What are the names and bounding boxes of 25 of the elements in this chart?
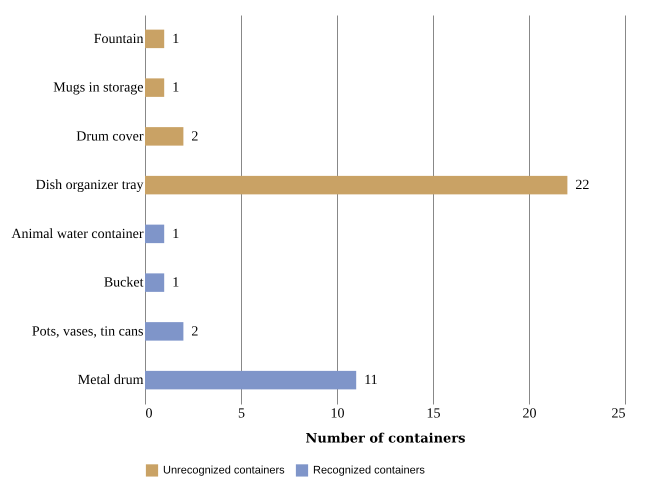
data-label: 1: [172, 32, 180, 47]
x-axis-title: Number of containers: [306, 432, 466, 446]
legend-label: Unrecognized containers: [163, 464, 286, 476]
y-tick-label: Bucket: [104, 276, 144, 291]
data-label: 2: [191, 129, 198, 144]
data-label: 1: [172, 226, 180, 242]
y-tick-label: Dish organizer tray: [36, 178, 144, 194]
x-tick-label: 10: [330, 406, 344, 422]
data-label: 2: [191, 324, 198, 340]
x-tick-label: 5: [238, 406, 245, 422]
y-tick-label: Pots, vases, tin cans: [32, 324, 144, 340]
data-label: 11: [364, 373, 378, 388]
data-label: 1: [172, 80, 180, 96]
y-tick-label: Animal water container: [11, 226, 144, 242]
legend-label: Recognized containers: [313, 464, 426, 476]
x-tick-label: 15: [426, 406, 440, 422]
data-label: 22: [575, 178, 590, 194]
y-tick-label: Fountain: [94, 32, 144, 47]
y-tick-label: Drum cover: [76, 129, 144, 144]
y-tick-label: Mugs in storage: [53, 80, 144, 96]
y-tick-label: Metal drum: [78, 373, 144, 388]
x-tick-label: 20: [522, 406, 536, 422]
x-tick-label: 25: [612, 406, 626, 422]
x-tick-label: 0: [146, 406, 152, 422]
data-label: 1: [172, 276, 180, 291]
